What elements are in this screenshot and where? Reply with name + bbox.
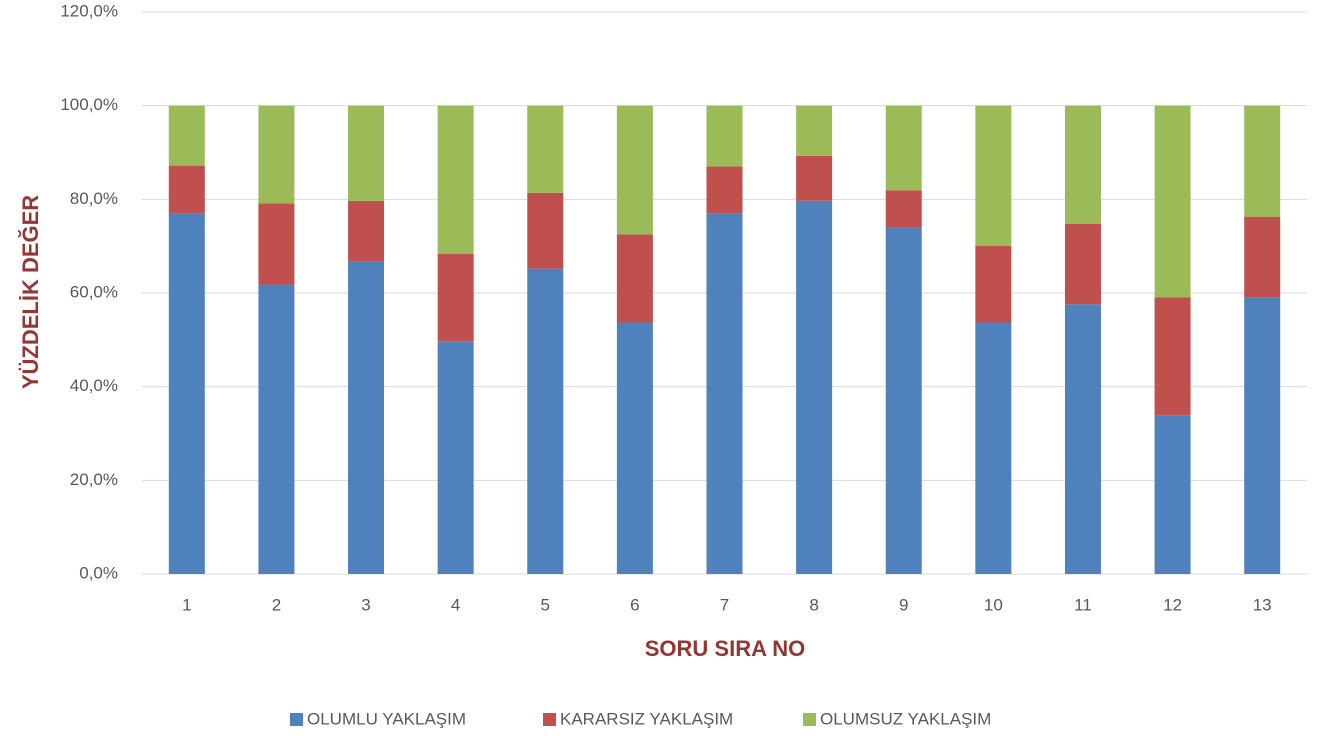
x-tick-label: 2 [272, 595, 281, 614]
y-tick-label: 40,0% [70, 376, 118, 395]
y-tick-label: 100,0% [60, 95, 118, 114]
legend-swatch [290, 713, 303, 726]
bar-segment [1154, 105, 1191, 298]
bar-segment [616, 105, 653, 235]
x-tick-label: 11 [1074, 595, 1092, 614]
bar-segment [258, 203, 295, 285]
x-axis-title: SORU SIRA NO [645, 636, 806, 661]
bar-segment [975, 322, 1012, 574]
bar-segment [527, 192, 564, 269]
bar-segment [706, 166, 743, 214]
x-tick-label: 3 [361, 595, 370, 614]
legend-swatch [543, 713, 556, 726]
legend-label: OLUMLU YAKLAŞIM [307, 709, 466, 728]
bar-segment [168, 165, 205, 214]
bar-segment [616, 322, 653, 574]
y-tick-label: 60,0% [70, 282, 118, 301]
bar-segment [527, 105, 564, 193]
bar-segment [527, 268, 564, 574]
y-tick-label: 120,0% [60, 1, 118, 20]
bar-segment [975, 245, 1012, 323]
legend-swatch [803, 713, 816, 726]
bar-segment [1244, 105, 1281, 217]
x-tick-label: 8 [809, 595, 818, 614]
x-tick-label: 4 [451, 595, 460, 614]
y-axis-title: YÜZDELİK DEĞER [18, 195, 43, 389]
x-tick-label: 5 [541, 595, 550, 614]
bar-segment [1064, 304, 1101, 574]
bar-segment [258, 105, 295, 204]
x-tick-label: 10 [984, 595, 1003, 614]
bar-segment [616, 234, 653, 323]
y-tick-label: 80,0% [70, 189, 118, 208]
bar-segment [168, 105, 205, 166]
bar-segment [796, 105, 833, 156]
bar-segment [885, 227, 922, 574]
bar-segment [168, 213, 205, 574]
bar-segment [796, 200, 833, 574]
bar-segment [885, 105, 922, 191]
bar-segment [885, 190, 922, 228]
bar-segment [437, 341, 474, 574]
bar-segment [437, 105, 474, 254]
bar-segment [1064, 105, 1101, 224]
bar-segment [1154, 297, 1191, 416]
legend-label: KARARSIZ YAKLAŞIM [560, 709, 733, 728]
bar-segment [258, 284, 295, 574]
bar-segment [1154, 415, 1191, 574]
bar-segment [706, 105, 743, 167]
bar-segment [348, 200, 385, 262]
bar-segment [1244, 216, 1281, 298]
x-tick-label: 7 [720, 595, 729, 614]
bar-segment [975, 105, 1012, 246]
bar-segment [706, 213, 743, 574]
x-tick-label: 12 [1163, 595, 1182, 614]
bar-segment [1064, 223, 1101, 305]
bar-segment [348, 105, 385, 201]
bar-segment [1244, 297, 1281, 574]
y-tick-label: 0,0% [79, 563, 118, 582]
x-tick-label: 9 [899, 595, 908, 614]
bar-segment [437, 253, 474, 342]
bar-segment [796, 155, 833, 201]
y-tick-label: 20,0% [70, 470, 118, 489]
x-tick-label: 13 [1253, 595, 1272, 614]
bar-segment [348, 261, 385, 574]
x-tick-label: 1 [182, 595, 191, 614]
x-tick-label: 6 [630, 595, 639, 614]
legend-label: OLUMSUZ YAKLAŞIM [820, 709, 991, 728]
